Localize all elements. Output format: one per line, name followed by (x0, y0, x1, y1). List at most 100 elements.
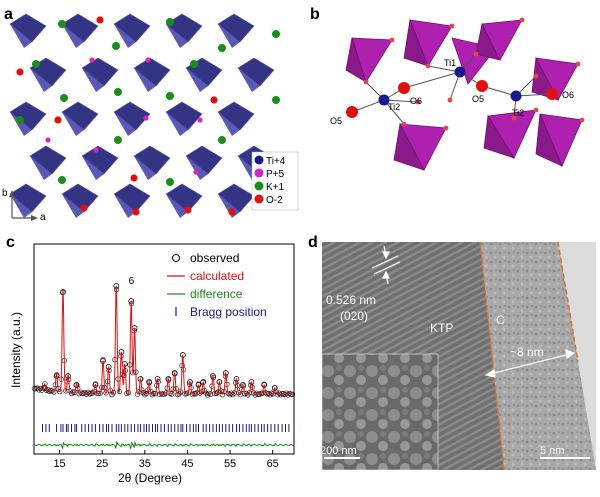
k-atom (32, 60, 40, 68)
tetrahedron (393, 122, 425, 171)
atom-label-o6-right: O6 (562, 90, 574, 100)
legend-ti-label: Ti+4 (266, 156, 286, 167)
calculated-line (33, 285, 294, 395)
ti-octahedron-face (10, 24, 32, 48)
ti-octahedron-face (166, 24, 188, 48)
atom-label-ti2-left: Ti2 (388, 102, 400, 112)
observed-point (185, 390, 191, 396)
atom-label-o6-left: O6 (410, 96, 422, 106)
observed-point (140, 390, 146, 396)
k-atom (218, 136, 226, 144)
k-atom (272, 96, 280, 104)
oxygen-atom (346, 106, 358, 118)
axis-a-label: a (40, 212, 46, 223)
observed-peak-point (216, 379, 223, 385)
observed-point (142, 392, 148, 398)
x-tick-label: 55 (224, 458, 236, 470)
panel-b-label: b (310, 6, 320, 23)
axis-b-label: b (2, 188, 8, 199)
x-tick-label: 35 (139, 458, 151, 470)
panel-a-label: a (4, 6, 13, 23)
lattice-spacing-marker (371, 245, 401, 285)
ti-octahedron (133, 57, 171, 87)
observed-point (57, 389, 63, 395)
ti-octahedron (133, 145, 171, 175)
k-atom (166, 178, 174, 186)
oxygen-atom (476, 80, 488, 92)
x-tick-label: 65 (267, 458, 279, 470)
ti-octahedron-face (82, 156, 104, 180)
panel-d: 0.526 nm (020) KTP C ~8 nm 200 nm 5 nm d (300, 232, 600, 492)
ti-octahedron-face (62, 112, 84, 136)
legend-calculated-label: calculated (190, 269, 244, 283)
oxygen-atom (546, 88, 558, 100)
observed-point (204, 392, 211, 398)
ti-octahedron-face (114, 112, 136, 136)
p-atom (197, 117, 203, 123)
o-atom (130, 174, 138, 182)
observed-point (149, 392, 155, 398)
o-atom (228, 208, 236, 216)
legend-o-label: O-2 (266, 195, 283, 206)
thickness-arrow (484, 349, 576, 378)
panel-b: Ti1 Ti2 Ti2 O5 O5 O6 O6 b (300, 0, 600, 230)
ti-octahedron (165, 13, 203, 43)
k-atom (16, 116, 24, 124)
y-axis-label: Intensity (a.u.) (9, 312, 23, 388)
observed-peak-point (41, 385, 48, 391)
k-atom (112, 42, 120, 50)
k-atom (190, 60, 198, 68)
ti-octahedron (29, 145, 67, 175)
legend-p-label: P+5 (266, 169, 285, 180)
tem-image: 0.526 nm (020) KTP C ~8 nm 200 nm 5 nm (320, 241, 596, 471)
bragg-markers (42, 424, 290, 432)
k-atom (166, 18, 174, 26)
ti-octahedron (217, 13, 255, 43)
ti-octahedron-face (238, 68, 260, 92)
observed-point (213, 390, 219, 396)
chart-legend: observed calculated difference Bragg pos… (167, 251, 267, 319)
legend-p-dot (254, 168, 264, 178)
observed-point (67, 388, 73, 394)
k-atom (58, 20, 66, 28)
lattice-plane-label: (020) (340, 309, 368, 323)
p-atom (89, 57, 95, 63)
p-atom (193, 169, 199, 175)
atom-label-ti1: Ti1 (444, 58, 456, 68)
ti-octahedron-face (10, 112, 32, 136)
ti-octahedron-face (166, 194, 188, 218)
ktp-boundary-line (479, 241, 505, 471)
titanium-atom (378, 94, 390, 106)
observed-point (219, 392, 225, 398)
ti-octahedron (165, 183, 203, 213)
ti-octahedron-face (218, 24, 240, 48)
x-tick-label: 45 (181, 458, 193, 470)
observed-peak-point (73, 382, 80, 388)
tetrahedron (483, 114, 515, 159)
observed-point (227, 392, 233, 398)
p-atom (145, 57, 151, 63)
o-atom (132, 208, 140, 216)
ti-octahedron (113, 13, 151, 43)
oxygen-atom (398, 82, 410, 94)
o-atom (54, 116, 62, 124)
thickness-label: ~8 nm (510, 345, 544, 359)
legend-k-label: K+1 (266, 182, 285, 193)
observed-peak-point (271, 385, 278, 391)
ti-octahedron-face (134, 156, 156, 180)
observed-point (125, 390, 131, 396)
observed-point (103, 390, 109, 396)
polyhedra-layer (9, 13, 275, 218)
k-atom (60, 94, 68, 102)
observed-point (51, 389, 57, 395)
carbon-label: C (496, 313, 505, 327)
panel-d-label: d (308, 234, 318, 251)
panel-c-label: c (6, 234, 15, 251)
observed-peak-point (200, 379, 207, 385)
tetrahedron (475, 22, 501, 61)
k-atom (114, 88, 122, 96)
ti-octahedron (237, 57, 275, 87)
carbon-boundary-line (557, 241, 579, 363)
x-ticks: 15 25 35 45 55 65 (53, 450, 279, 470)
crystal-structure-image: b a Ti+4 P+5 K+1 O-2 (0, 0, 300, 230)
